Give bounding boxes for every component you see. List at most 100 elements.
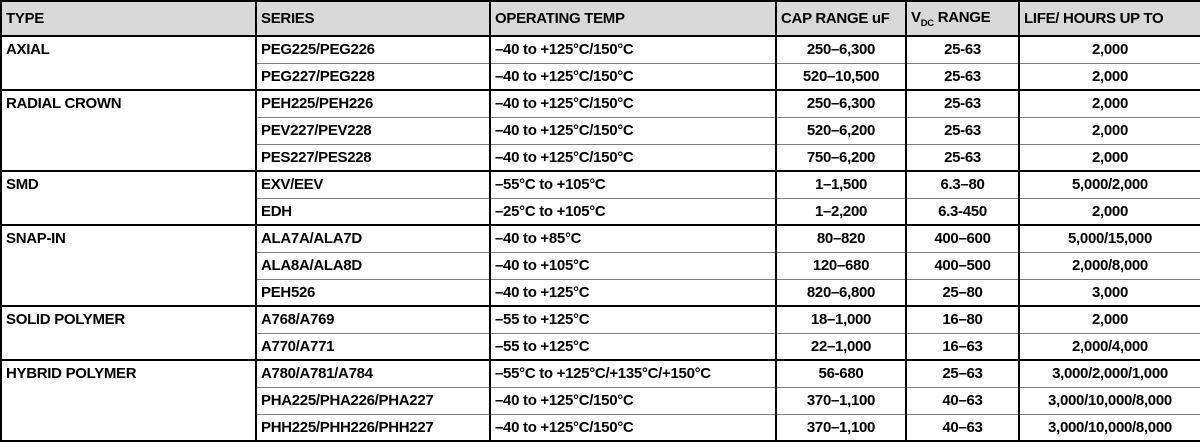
cap-range-cell: 370–1,100	[775, 413, 907, 442]
type-cell: HYBRID POLYMER	[0, 359, 257, 442]
vdc-range-cell: 25-63	[905, 116, 1020, 145]
life-hours-cell: 3,000/10,000/8,000	[1018, 386, 1200, 415]
temp-cell: –40 to +125°C/150°C	[489, 62, 777, 91]
header-operating-temp: OPERATING TEMP	[489, 0, 777, 37]
life-hours-cell: 3,000/2,000/1,000	[1018, 359, 1200, 388]
cap-range-cell: 120–680	[775, 251, 907, 280]
series-cell: PEG227/PEG228	[255, 62, 491, 91]
table-row: SNAP-IN ALA7A/ALA7D –40 to +85°C 80–820 400–…	[0, 224, 1200, 307]
cap-range-cell: 18–1,000	[775, 305, 907, 334]
life-hours-cell: 2,000	[1018, 89, 1200, 118]
header-type: TYPE	[0, 0, 257, 37]
series-cell: A770/A771	[255, 332, 491, 361]
cap-range-cell: 80–820	[775, 224, 907, 253]
life-hours-cell: 2,000	[1018, 62, 1200, 91]
temp-cell: –25°C to +105°C	[489, 197, 777, 226]
cap-range-cell: 1–2,200	[775, 197, 907, 226]
temp-cell: –55°C to +125°C/+135°C/+150°C	[489, 359, 777, 388]
series-cell: A768/A769	[255, 305, 491, 334]
temp-cell: –40 to +125°C/150°C	[489, 386, 777, 415]
table-row: PES227/PES228 –40 to +125°C/150°C 750–6,20…	[1, 143, 1200, 172]
life-hours-cell: 2,000/8,000	[1018, 251, 1200, 280]
table-row: PEV227/PEV228 –40 to +125°C/150°C 520–6,20…	[1, 116, 1200, 145]
table-row: RADIAL CROWN PEH225/PEH226 –40 to +125°C/1…	[0, 89, 1200, 172]
temp-cell: –40 to +125°C/150°C	[489, 89, 777, 118]
header-row: TYPE SERIES OPERATING TEMP CAP RANGE uF …	[0, 0, 1200, 37]
life-hours-cell: 2,000	[1018, 116, 1200, 145]
temp-cell: –55 to +125°C	[489, 332, 777, 361]
cap-range-cell: 520–10,500	[775, 62, 907, 91]
table-body: AXIAL PEG225/PEG226 –40 to +125°C/150°C 250…	[0, 35, 1200, 442]
vdc-range-cell: 25–80	[905, 278, 1020, 307]
life-hours-cell: 5,000/15,000	[1018, 224, 1200, 253]
table-row: EDH –25°C to +105°C 1–2,200 6.3-450 2,000	[1, 197, 1200, 226]
series-cell: PEH225/PEH226	[255, 89, 491, 118]
series-cell: PEH526	[255, 278, 491, 307]
cap-range-cell: 370–1,100	[775, 386, 907, 415]
temp-cell: –40 to +125°C/150°C	[489, 35, 777, 64]
vdc-range-cell: 25-63	[905, 89, 1020, 118]
temp-cell: –40 to +125°C	[489, 278, 777, 307]
vdc-range-cell: 25-63	[905, 62, 1020, 91]
header-series: SERIES	[255, 0, 491, 37]
vdc-range-cell: 25–63	[905, 359, 1020, 388]
temp-cell: –40 to +85°C	[489, 224, 777, 253]
series-cell: A780/A781/A784	[255, 359, 491, 388]
table-row: SOLID POLYMER A768/A769 –55 to +125°C 18–1,…	[0, 305, 1200, 361]
vdc-range-cell: 25-63	[905, 143, 1020, 172]
vdc-range-cell: 400–600	[905, 224, 1020, 253]
life-hours-cell: 3,000	[1018, 278, 1200, 307]
series-cell: PES227/PES228	[255, 143, 491, 172]
vdc-range-cell: 16–63	[905, 332, 1020, 361]
cap-range-cell: 250–6,300	[775, 89, 907, 118]
vdc-prefix: V	[911, 8, 921, 26]
table-row: PEG227/PEG228 –40 to +125°C/150°C 520–10,5…	[1, 62, 1200, 91]
table-row: HYBRID POLYMER A780/A781/A784 –55°C to +12…	[0, 359, 1200, 442]
header-cap-range: CAP RANGE uF	[775, 0, 907, 37]
series-cell: ALA8A/ALA8D	[255, 251, 491, 280]
series-cell: ALA7A/ALA7D	[255, 224, 491, 253]
cap-range-cell: 56-680	[775, 359, 907, 388]
life-hours-cell: 2,000	[1018, 143, 1200, 172]
temp-cell: –40 to +105°C	[489, 251, 777, 280]
life-hours-cell: 2,000	[1018, 35, 1200, 64]
cap-range-cell: 250–6,300	[775, 35, 907, 64]
vdc-range-cell: 400–500	[905, 251, 1020, 280]
series-cell: EXV/EEV	[255, 170, 491, 199]
series-cell: PHA225/PHA226/PHA227	[255, 386, 491, 415]
series-cell: PEG225/PEG226	[255, 35, 491, 64]
life-hours-cell: 2,000/4,000	[1018, 332, 1200, 361]
type-cell: AXIAL	[0, 35, 257, 91]
life-hours-cell: 3,000/10,000/8,000	[1018, 413, 1200, 442]
cap-range-cell: 22–1,000	[775, 332, 907, 361]
cap-range-cell: 820–6,800	[775, 278, 907, 307]
type-cell: SNAP-IN	[0, 224, 257, 307]
vdc-range-cell: 40–63	[905, 386, 1020, 415]
series-cell: PHH225/PHH226/PHH227	[255, 413, 491, 442]
vdc-range-cell: 6.3–80	[905, 170, 1020, 199]
temp-cell: –40 to +125°C/150°C	[489, 116, 777, 145]
table-header: TYPE SERIES OPERATING TEMP CAP RANGE uF …	[0, 0, 1200, 37]
type-cell: SMD	[0, 170, 257, 226]
temp-cell: –40 to +125°C/150°C	[489, 143, 777, 172]
vdc-suffix: RANGE	[933, 8, 991, 26]
type-cell: RADIAL CROWN	[0, 89, 257, 172]
temp-cell: –55°C to +105°C	[489, 170, 777, 199]
table-row: AXIAL PEG225/PEG226 –40 to +125°C/150°C 250…	[0, 35, 1200, 91]
vdc-range-cell: 6.3-450	[905, 197, 1020, 226]
cap-range-cell: 520–6,200	[775, 116, 907, 145]
life-hours-cell: 2,000	[1018, 197, 1200, 226]
vdc-range-cell: 16–80	[905, 305, 1020, 334]
table-row: PEH526 –40 to +125°C 820–6,800 25–80 3,000	[1, 278, 1200, 307]
life-hours-cell: 5,000/2,000	[1018, 170, 1200, 199]
type-cell: SOLID POLYMER	[0, 305, 257, 361]
header-vdc-range: VDC RANGE	[905, 0, 1020, 37]
table-row: ALA8A/ALA8D –40 to +105°C 120–680 400–500 2,…	[1, 251, 1200, 280]
cap-range-cell: 750–6,200	[775, 143, 907, 172]
cap-range-cell: 1–1,500	[775, 170, 907, 199]
vdc-subscript: DC	[920, 17, 934, 29]
vdc-range-cell: 25-63	[905, 35, 1020, 64]
table-row: SMD EXV/EEV –55°C to +105°C 1–1,500 6.3–80 5,…	[0, 170, 1200, 226]
temp-cell: –55 to +125°C	[489, 305, 777, 334]
